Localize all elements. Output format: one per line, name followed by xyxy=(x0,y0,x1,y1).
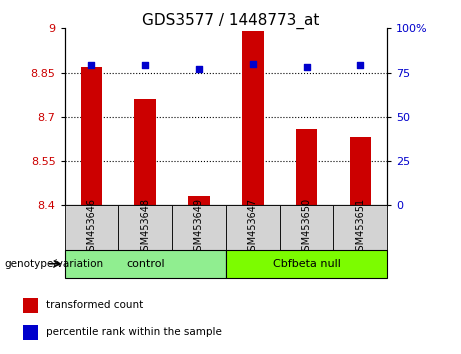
Bar xyxy=(333,205,387,250)
Text: GSM453649: GSM453649 xyxy=(194,198,204,257)
Bar xyxy=(242,31,264,205)
Text: GSM453646: GSM453646 xyxy=(86,198,96,257)
Bar xyxy=(23,325,37,339)
Point xyxy=(88,63,95,68)
Text: genotype/variation: genotype/variation xyxy=(5,259,104,269)
Bar xyxy=(23,297,37,313)
Bar xyxy=(172,205,226,250)
Point xyxy=(195,66,203,72)
Bar xyxy=(81,67,102,205)
Point xyxy=(142,63,149,68)
Text: Cbfbeta null: Cbfbeta null xyxy=(272,259,341,269)
Text: GSM453650: GSM453650 xyxy=(301,198,312,257)
Text: GSM453647: GSM453647 xyxy=(248,198,258,257)
Text: percentile rank within the sample: percentile rank within the sample xyxy=(46,327,222,337)
Text: GSM453651: GSM453651 xyxy=(355,198,366,257)
Bar xyxy=(226,250,387,278)
Text: control: control xyxy=(126,259,165,269)
Bar xyxy=(118,205,172,250)
Point xyxy=(303,64,310,70)
Point xyxy=(249,61,256,67)
Text: GDS3577 / 1448773_at: GDS3577 / 1448773_at xyxy=(142,12,319,29)
Bar xyxy=(65,250,226,278)
Bar xyxy=(349,137,371,205)
Text: GSM453648: GSM453648 xyxy=(140,198,150,257)
Bar xyxy=(226,205,280,250)
Bar xyxy=(280,205,333,250)
Bar xyxy=(188,196,210,205)
Bar xyxy=(65,205,118,250)
Point xyxy=(357,63,364,68)
Text: transformed count: transformed count xyxy=(46,300,143,310)
Bar xyxy=(135,99,156,205)
Bar xyxy=(296,129,317,205)
